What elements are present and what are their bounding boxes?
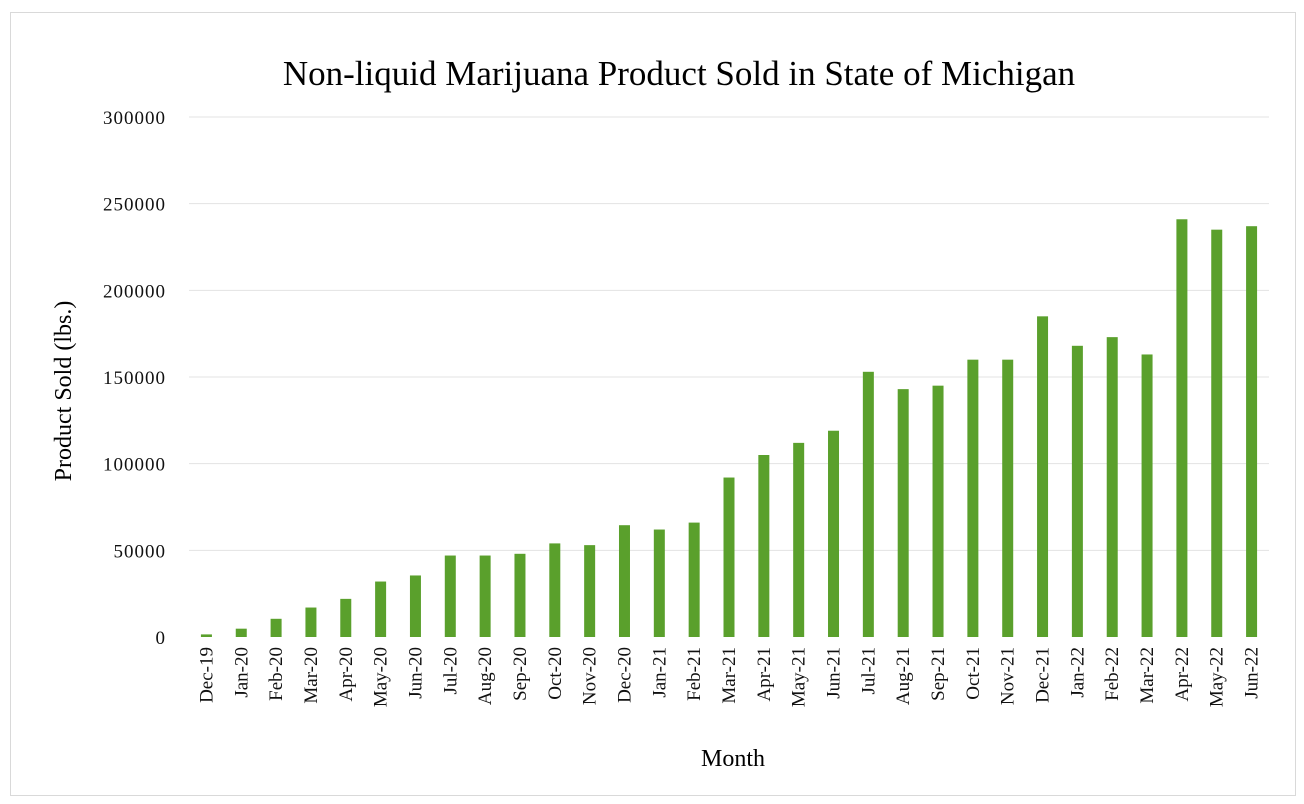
bar — [270, 618, 282, 637]
x-tick-label: Jul-21 — [858, 647, 879, 695]
x-tick-label: May-20 — [371, 647, 392, 707]
x-tick-label: Nov-20 — [580, 647, 601, 705]
x-tick-label: Sep-21 — [928, 647, 949, 701]
x-tick-label: Jan-20 — [231, 647, 252, 698]
bar — [1176, 219, 1188, 637]
chart-title: Non-liquid Marijuana Product Sold in Sta… — [283, 54, 1075, 93]
bar — [409, 575, 421, 637]
bar — [200, 634, 212, 637]
x-tick-label: Nov-21 — [998, 647, 1019, 705]
x-tick-label: Feb-21 — [684, 647, 705, 701]
x-tick-label: Jan-22 — [1067, 647, 1088, 698]
x-tick-label: Feb-20 — [266, 647, 287, 701]
bar — [1211, 229, 1223, 637]
bar — [479, 555, 491, 637]
x-tick-label: Mar-20 — [301, 647, 322, 704]
bar — [1002, 359, 1014, 637]
x-tick-label: Sep-20 — [510, 647, 531, 701]
x-tick-label: Oct-21 — [963, 647, 984, 700]
x-tick-label: Jun-21 — [824, 647, 845, 699]
x-tick-label: Aug-21 — [893, 647, 914, 705]
bar — [1106, 337, 1118, 637]
bar — [375, 581, 387, 637]
bar — [1071, 345, 1083, 637]
y-tick-label: 0 — [156, 628, 167, 649]
chart-frame: Non-liquid Marijuana Product Sold in Sta… — [10, 12, 1296, 796]
y-axis-ticks: 0 50000 100000 150000 200000 250000 300000 — [103, 108, 167, 649]
x-tick-label: Apr-22 — [1172, 647, 1193, 702]
x-tick-label: May-21 — [789, 647, 810, 707]
bar — [444, 555, 456, 637]
bar — [897, 389, 909, 637]
x-tick-label: Oct-20 — [545, 647, 566, 700]
bars — [200, 219, 1258, 637]
y-tick-label: 50000 — [114, 541, 167, 562]
x-tick-label: Apr-20 — [336, 647, 357, 702]
bar — [758, 455, 770, 637]
x-tick-label: Dec-19 — [196, 647, 217, 703]
bar — [618, 525, 630, 637]
x-tick-label: May-22 — [1207, 647, 1228, 707]
y-tick-label: 150000 — [103, 368, 166, 389]
x-tick-label: Mar-21 — [719, 647, 740, 704]
y-tick-label: 100000 — [103, 455, 166, 476]
bar — [1037, 316, 1049, 637]
bar — [932, 385, 944, 637]
chart-area: Non-liquid Marijuana Product Sold in Sta… — [51, 54, 1269, 772]
y-axis-title: Product Sold (lbs.) — [51, 301, 77, 482]
y-tick-label: 200000 — [103, 281, 166, 302]
bar — [340, 598, 352, 637]
bar — [235, 628, 247, 637]
y-tick-label: 250000 — [103, 195, 166, 216]
gridlines — [189, 116, 1269, 551]
bar — [828, 430, 840, 637]
bar — [793, 442, 805, 637]
bar — [723, 477, 735, 637]
x-tick-label: Dec-21 — [1033, 647, 1054, 703]
bar — [549, 543, 561, 637]
bar — [305, 607, 317, 637]
bar — [584, 545, 596, 637]
x-tick-label: Jun-20 — [405, 647, 426, 699]
bar — [514, 553, 526, 637]
x-axis-title: Month — [701, 746, 765, 772]
x-tick-label: Mar-22 — [1137, 647, 1158, 704]
x-tick-label: Jul-20 — [440, 647, 461, 695]
x-tick-label: Jun-22 — [1242, 647, 1263, 699]
bar — [653, 529, 665, 637]
bar — [688, 522, 700, 637]
bar — [967, 359, 979, 637]
x-tick-label: Apr-21 — [754, 647, 775, 702]
y-tick-label: 300000 — [103, 108, 166, 129]
x-axis-ticks: Dec-19 Jan-20 Feb-20 Mar-20 Apr-20 May-20 Jun-… — [196, 647, 1262, 707]
bar — [1141, 354, 1153, 637]
bar — [862, 371, 874, 637]
x-tick-label: Jan-21 — [649, 647, 670, 698]
x-tick-label: Dec-20 — [614, 647, 635, 703]
bar — [1246, 226, 1258, 637]
x-tick-label: Feb-22 — [1102, 647, 1123, 701]
x-tick-label: Aug-20 — [475, 647, 496, 705]
